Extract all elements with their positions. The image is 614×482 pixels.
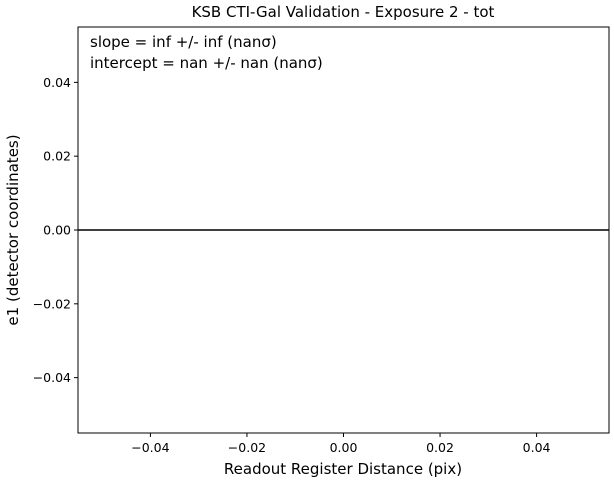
y-tick-label: −0.02 (33, 296, 71, 311)
y-tick-label: 0.00 (43, 223, 71, 238)
x-axis: −0.04 −0.02 0.00 0.02 0.04 (131, 433, 551, 455)
x-tick-label: −0.04 (131, 440, 169, 455)
x-axis-label: Readout Register Distance (pix) (224, 460, 462, 478)
y-tick-label: 0.02 (43, 149, 71, 164)
x-tick-label: 0.04 (523, 440, 551, 455)
x-tick-label: −0.02 (228, 440, 266, 455)
x-tick-label: 0.02 (426, 440, 454, 455)
chart-title: KSB CTI-Gal Validation - Exposure 2 - to… (192, 3, 495, 21)
y-tick-label: 0.04 (43, 75, 71, 90)
intercept-annotation: intercept = nan +/- nan (nanσ) (90, 54, 323, 72)
y-tick-label: −0.04 (33, 370, 71, 385)
slope-annotation: slope = inf +/- inf (nanσ) (90, 33, 277, 51)
x-tick-label: 0.00 (330, 440, 358, 455)
y-axis-label: e1 (detector coordinates) (4, 134, 22, 325)
y-axis: 0.04 0.02 0.00 −0.02 −0.04 (33, 75, 78, 385)
